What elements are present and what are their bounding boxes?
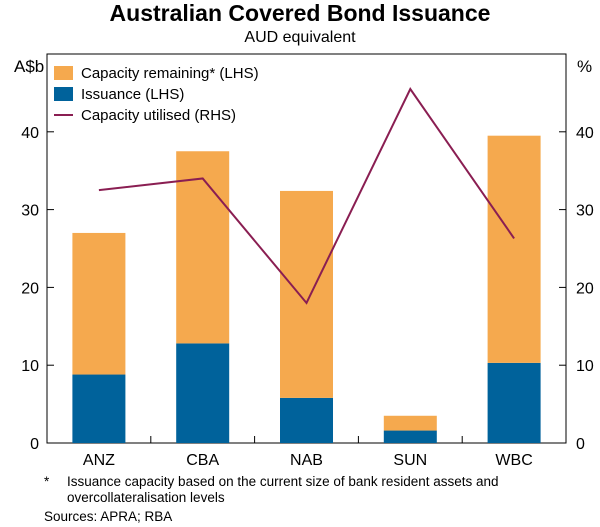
left-tick-label-40: 40 xyxy=(21,125,39,142)
legend-label-issuance-lhs: Issuance (LHS) xyxy=(81,86,184,103)
x-tick-label-anz: ANZ xyxy=(83,452,115,469)
legend-swatch-issuance-lhs xyxy=(54,87,73,101)
bar-capacity-remaining-sun xyxy=(383,415,437,431)
bar-capacity-remaining-wbc xyxy=(487,135,541,363)
bar-issuance-sun xyxy=(383,430,437,443)
bar-issuance-anz xyxy=(72,374,126,443)
right-tick-label-30: 30 xyxy=(576,203,594,220)
right-axis-unit: % xyxy=(577,57,593,76)
chart-subtitle: AUD equivalent xyxy=(244,29,356,46)
capacity-utilised-line xyxy=(98,87,515,305)
line-group xyxy=(98,87,515,305)
bar-capacity-remaining-cba xyxy=(176,151,230,344)
bar-issuance-cba xyxy=(176,343,230,443)
chart-title: Australian Covered Bond Issuance xyxy=(109,0,491,26)
x-tick-label-cba: CBA xyxy=(186,452,219,469)
legend-swatch-capacity-remaining-lhs xyxy=(54,66,73,80)
bar-issuance-wbc xyxy=(487,362,541,443)
right-tick-label-40: 40 xyxy=(576,125,594,142)
legend: Capacity remaining* (LHS) Issuance (LHS) C… xyxy=(54,65,259,124)
left-tick-label-10: 10 xyxy=(21,358,39,375)
left-tick-label-30: 30 xyxy=(21,203,39,220)
bar-capacity-remaining-anz xyxy=(72,232,126,375)
left-axis-unit: A$b xyxy=(14,57,45,76)
sources-note: Sources: APRA; RBA xyxy=(44,509,173,524)
right-tick-label-10: 10 xyxy=(576,358,594,375)
x-tick-label-wbc: WBC xyxy=(495,452,532,469)
footnote-marker: * xyxy=(44,474,50,489)
x-tick-label-nab: NAB xyxy=(290,452,323,469)
axis-ticks: 0 10 20 30 40 0 10 20 30 40 ANZ CBA NAB SUN WBC xyxy=(21,125,594,469)
bar-capacity-remaining-nab xyxy=(280,190,333,398)
bar-issuance-nab xyxy=(280,397,333,443)
legend-label-capacity-remaining-lhs: Capacity remaining* (LHS) xyxy=(81,65,259,82)
bars-group xyxy=(72,135,541,443)
legend-label-capacity-utilised-rhs: Capacity utilised (RHS) xyxy=(81,107,236,124)
right-tick-label-0: 0 xyxy=(576,436,585,453)
left-tick-label-0: 0 xyxy=(30,436,39,453)
x-tick-label-sun: SUN xyxy=(393,452,427,469)
left-tick-label-20: 20 xyxy=(21,280,39,297)
footnote-text: Issuance capacity based on the current s… xyxy=(67,474,499,505)
right-tick-label-20: 20 xyxy=(576,280,594,297)
